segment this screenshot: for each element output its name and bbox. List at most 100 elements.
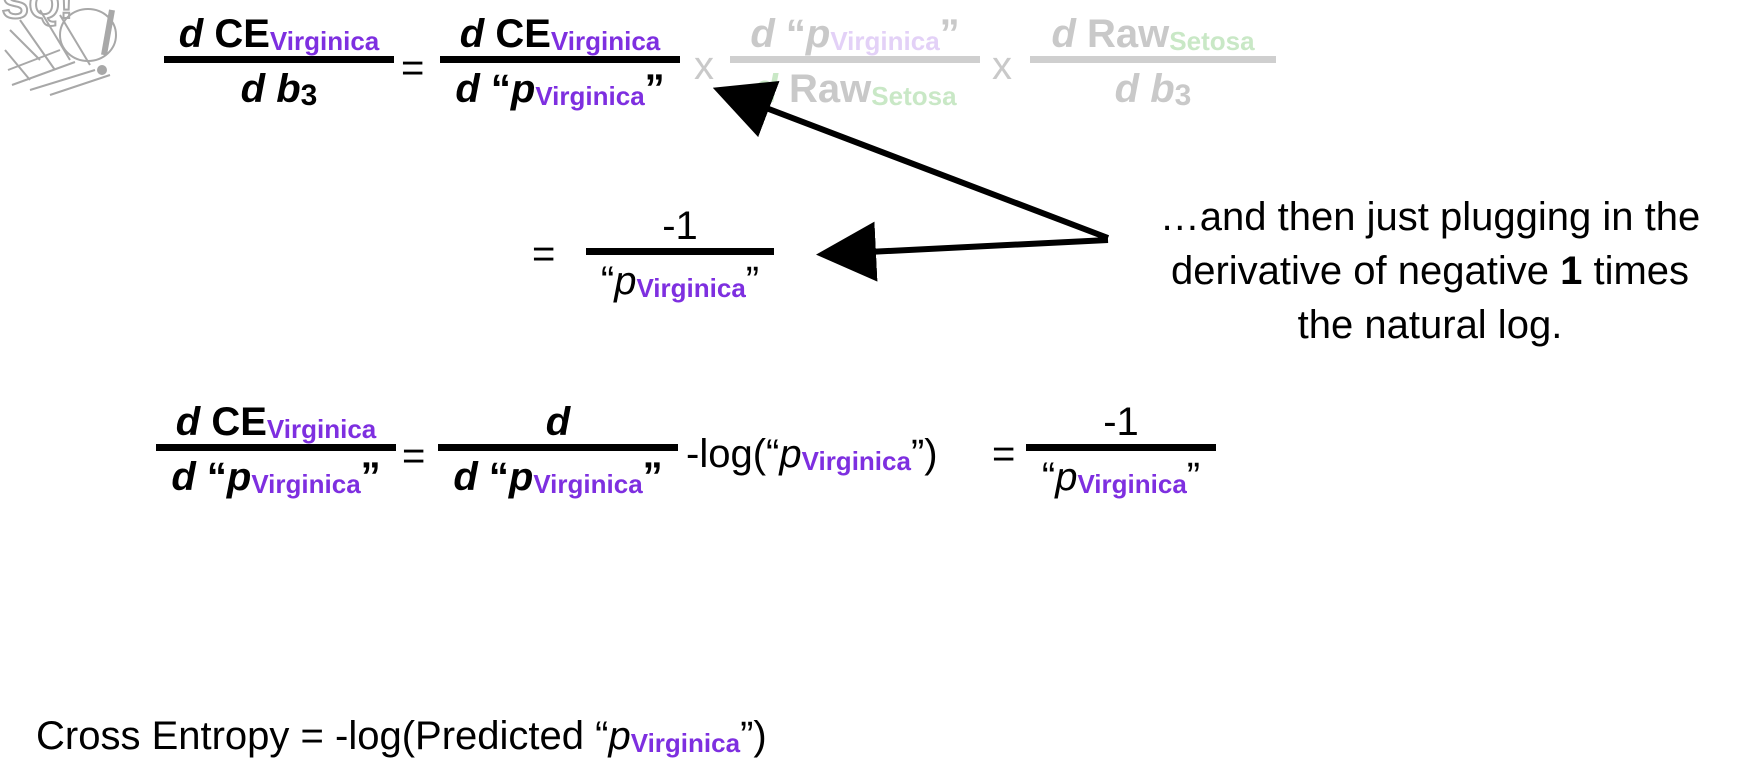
open-quote: “ (785, 12, 806, 56)
open-quote: “ (1041, 455, 1056, 499)
d-symbol: d (240, 67, 266, 111)
p-symbol: p (508, 455, 534, 499)
ce-symbol: CE (495, 12, 551, 56)
subscript-virginica: Virginica (266, 414, 377, 444)
p-symbol: p (510, 67, 536, 111)
eq3-equals-2: = (992, 432, 1016, 476)
eq1-term2-numerator: d “pVirginica” (744, 14, 965, 56)
eq3-rhs-fraction: -1 “pVirginica” (1026, 402, 1216, 497)
eq2-denominator: “pVirginica” (595, 255, 765, 301)
subscript-virginica: Virginica (630, 728, 741, 758)
ce-symbol: CE (211, 400, 267, 444)
close-quote: ” (644, 67, 665, 111)
cross-entropy-prefix: Cross Entropy = -log(Predicted “ (36, 714, 609, 758)
cross-entropy-suffix: ”) (740, 714, 767, 758)
ce-symbol: CE (214, 12, 270, 56)
annotation-text: …and then just plugging in the derivativ… (1110, 190, 1750, 352)
eq3-mid-denominator: d “pVirginica” (447, 451, 668, 497)
fraction-bar (438, 444, 678, 451)
log-prefix: -log(“ (686, 432, 780, 476)
eq1-times-1: x (694, 44, 714, 88)
eq2-numerator: -1 (662, 204, 698, 248)
eq3-rhs-numerator: -1 (1103, 400, 1139, 444)
eq1-term2-fraction: d “pVirginica” d RawSetosa (730, 14, 980, 109)
annotation-line-3: the natural log. (1297, 303, 1563, 347)
eq3-lhs-denominator: d “pVirginica” (165, 451, 386, 497)
p-symbol: p (805, 12, 831, 56)
subscript-3: 3 (1174, 79, 1192, 112)
open-quote: “ (600, 259, 615, 303)
close-quote: ” (745, 259, 760, 303)
fraction-bar (586, 248, 774, 255)
fraction-bar (440, 56, 680, 63)
d-symbol: d (750, 12, 775, 56)
eq1-term1-denominator: d “pVirginica” (449, 63, 670, 109)
eq3-mid-fraction: d d “pVirginica” (438, 402, 678, 497)
d-symbol: d (545, 400, 571, 444)
logo-text: SQ! (2, 0, 73, 27)
open-quote: “ (206, 455, 227, 499)
eq3-mid-numerator: d (540, 402, 576, 444)
eq1-lhs-fraction: d CEVirginica d b3 (164, 14, 394, 111)
d-symbol: d (1114, 67, 1140, 111)
log-suffix: ”) (910, 432, 938, 476)
fraction-bar (156, 444, 396, 451)
p-symbol: p (779, 432, 802, 476)
fraction-bar (1030, 56, 1276, 63)
eq1-term1-numerator: d CEVirginica (454, 14, 667, 56)
eq1-lhs-denominator: d b3 (235, 63, 324, 111)
close-quote: ” (939, 12, 960, 56)
raw-symbol: Raw (789, 67, 872, 111)
eq3-equals-1: = (402, 434, 426, 478)
annotation-line-2-end: times (1582, 249, 1690, 293)
eq2-equals: = (532, 232, 556, 276)
cross-entropy-equation: Cross Entropy = -log(Predicted “pVirgini… (36, 716, 767, 756)
annotation-bold-one: 1 (1560, 249, 1583, 293)
subscript-virginica: Virginica (636, 273, 746, 303)
eq3-log-expression: -log(“pVirginica”) (686, 434, 938, 474)
fraction-bar (1026, 444, 1216, 451)
open-quote: “ (490, 67, 511, 111)
arrow-to-eq2 (816, 221, 1109, 282)
subscript-virginica: Virginica (535, 81, 645, 111)
eq2-fraction: -1 “pVirginica” (586, 206, 774, 301)
d-symbol: d (459, 12, 485, 56)
p-symbol: p (608, 714, 631, 758)
annotation-line-1: …and then just plugging in the (1159, 195, 1701, 239)
p-symbol: p (226, 455, 252, 499)
close-quote: ” (642, 455, 663, 499)
subscript-virginica: Virginica (251, 469, 361, 499)
close-quote: ” (360, 455, 381, 499)
d-symbol: d (455, 67, 480, 111)
subscript-setosa: Setosa (871, 81, 957, 111)
subscript-virginica: Virginica (801, 446, 911, 476)
eq1-term3-denominator: d b3 (1109, 63, 1198, 111)
annotation-line-2-start: derivative of negative (1170, 249, 1561, 293)
eq3-lhs-numerator: d CEVirginica (170, 402, 383, 444)
subscript-virginica: Virginica (830, 26, 940, 56)
d-symbol: d (178, 12, 204, 56)
eq1-term3-numerator: d RawSetosa (1045, 14, 1260, 56)
raw-symbol: Raw (1087, 12, 1170, 56)
d-symbol: d (175, 400, 201, 444)
subscript-virginica: Virginica (1077, 469, 1187, 499)
eq1-lhs-numerator: d CEVirginica (173, 14, 386, 56)
annotation-line-2: derivative of negative 1 times (1110, 244, 1750, 298)
fraction-bar (164, 56, 394, 63)
p-symbol: p (614, 259, 637, 303)
eq1-equals: = (401, 46, 425, 90)
d-symbol: d (1051, 12, 1076, 56)
subscript-virginica: Virginica (269, 26, 380, 56)
eq1-term3-fraction: d RawSetosa d b3 (1030, 14, 1276, 111)
eq1-times-2: x (992, 44, 1012, 88)
close-quote: ” (1186, 455, 1201, 499)
d-symbol: d (171, 455, 196, 499)
fraction-bar (730, 56, 980, 63)
subscript-setosa: Setosa (1169, 26, 1255, 56)
subscript-3: 3 (300, 79, 318, 112)
arrow-to-eq1 (712, 81, 1110, 241)
eq3-rhs-denominator: “pVirginica” (1036, 451, 1206, 497)
b-symbol: b (1150, 67, 1175, 111)
logo-sketch: SQ! (1, 0, 117, 96)
